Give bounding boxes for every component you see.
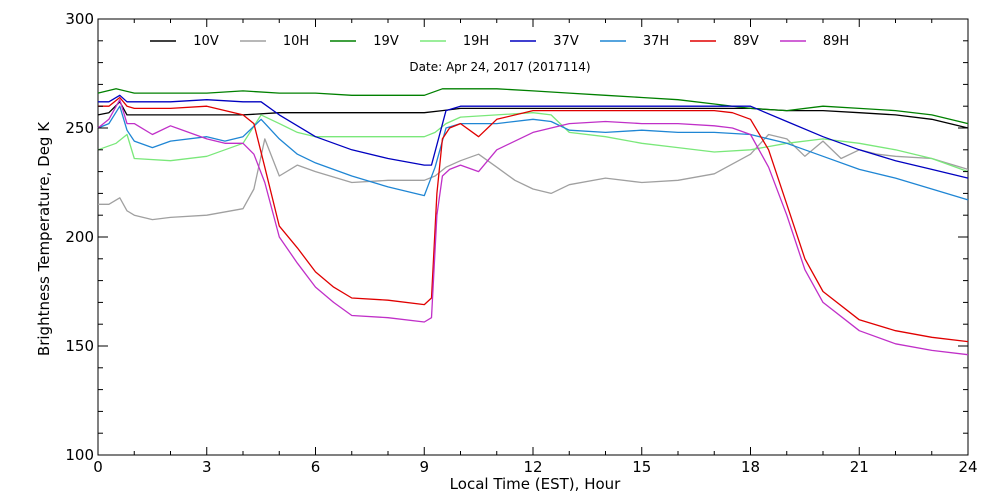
- x-tick-label: 18: [741, 458, 760, 476]
- legend-label-37v: 37V: [553, 34, 579, 49]
- x-tick-label: 0: [93, 458, 103, 476]
- legend-label-10h: 10H: [283, 34, 309, 49]
- y-tick-label: 200: [65, 228, 94, 246]
- series-line-89h: [97, 99, 969, 356]
- x-tick-label: 24: [958, 458, 977, 476]
- y-tick-label: 300: [65, 10, 94, 28]
- y-tick-label: 150: [65, 337, 94, 355]
- axis-ticks: 0 3 6 9 12 15 18 21 24 100 150 200 250 300: [65, 10, 977, 476]
- series-lines: [97, 88, 969, 356]
- series-line-19h: [97, 112, 969, 173]
- x-tick-label: 6: [311, 458, 321, 476]
- legend: 10V 10H 19V 19H 37V 37H 89V 89H: [150, 34, 849, 49]
- series-line-37v: [98, 94, 969, 179]
- date-annotation: Date: Apr 24, 2017 (2017114): [409, 60, 590, 74]
- series-line-89v: [98, 96, 969, 343]
- plot-frame-group: [97, 18, 969, 456]
- x-tick-label: 9: [419, 458, 429, 476]
- series-line-37h: [97, 105, 969, 201]
- x-tick-label: 15: [632, 458, 651, 476]
- x-axis-label: Local Time (EST), Hour: [450, 475, 621, 493]
- legend-label-37h: 37H: [643, 34, 669, 49]
- series-line-10h: [98, 133, 969, 221]
- y-tick-label: 100: [65, 446, 94, 464]
- legend-label-19h: 19H: [463, 34, 489, 49]
- x-tick-label: 12: [523, 458, 542, 476]
- series-line-19v: [97, 88, 969, 125]
- series-line-10v: [97, 101, 969, 129]
- x-tick-label: 3: [202, 458, 212, 476]
- plot-frame: [97, 18, 969, 456]
- legend-label-10v: 10V: [193, 34, 219, 49]
- legend-label-19v: 19V: [373, 34, 399, 49]
- x-tick-label: 21: [850, 458, 869, 476]
- legend-label-89h: 89H: [823, 34, 849, 49]
- legend-label-89v: 89V: [733, 34, 759, 49]
- y-tick-label: 250: [65, 119, 94, 137]
- y-axis-label: Brightness Temperature, Deg K: [35, 121, 53, 356]
